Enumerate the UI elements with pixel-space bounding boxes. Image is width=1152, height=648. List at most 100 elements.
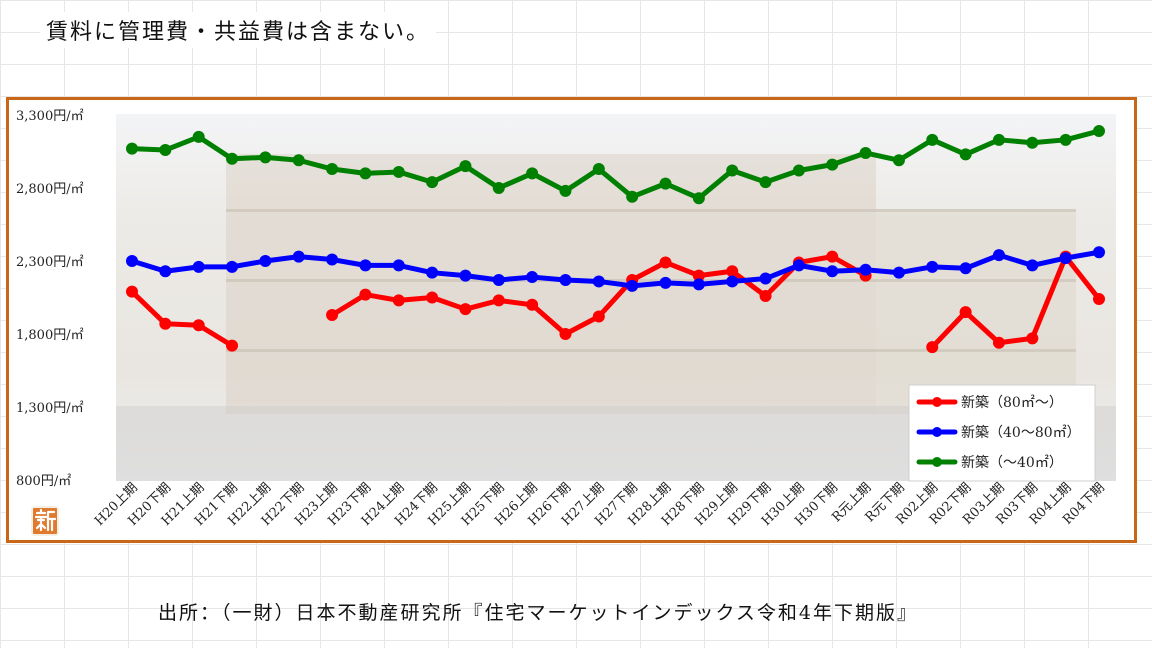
data-point-series-3 [826, 158, 839, 171]
rent-note: 賃料に管理費・共益費は含まない。 [40, 12, 437, 48]
data-point-series-3 [992, 133, 1005, 146]
series-line-1 [129, 289, 235, 349]
data-point-series-1 [1026, 332, 1039, 345]
data-point-series-2 [259, 255, 272, 267]
y-tick-label: 2,800円/㎡ [16, 182, 84, 197]
data-point-series-3 [326, 163, 339, 176]
data-point-series-1 [126, 285, 138, 298]
balcony-line [226, 349, 1076, 352]
data-point-series-2 [226, 260, 239, 273]
y-tick-label: 1,800円/㎡ [16, 328, 84, 343]
data-point-series-3 [459, 160, 472, 173]
data-point-series-1 [826, 250, 839, 263]
data-point-series-3 [726, 164, 739, 177]
data-point-series-1 [459, 303, 472, 316]
data-point-series-2 [892, 266, 905, 279]
data-point-series-3 [292, 154, 305, 167]
data-point-series-1 [1093, 292, 1105, 305]
y-tick-label: 2,300円/㎡ [16, 255, 84, 270]
data-point-series-1 [426, 291, 439, 304]
data-point-series-3 [126, 142, 138, 155]
data-point-series-2 [759, 272, 772, 285]
data-point-series-1 [359, 288, 372, 301]
data-point-series-2 [792, 259, 805, 272]
data-point-series-1 [926, 341, 939, 354]
data-point-series-2 [959, 262, 972, 275]
data-point-series-2 [159, 265, 172, 278]
data-point-series-3 [626, 190, 639, 203]
data-point-series-2 [692, 278, 705, 291]
data-point-series-3 [792, 164, 805, 177]
data-point-series-1 [692, 269, 705, 282]
data-point-series-2 [126, 255, 138, 267]
data-point-series-1 [159, 317, 172, 330]
data-point-series-2 [326, 253, 339, 266]
rent-line-chart: 3,300円/㎡ 2,800円/㎡ 2,300円/㎡ 1,800円/㎡ 1,300円/㎡… [16, 109, 1108, 529]
data-point-series-1 [326, 309, 339, 322]
chart-frame: 3,300円/㎡ 2,800円/㎡ 2,300円/㎡ 1,800円/㎡ 1,300円/㎡… [6, 97, 1137, 543]
y-tick-label: 1,300円/㎡ [16, 401, 84, 416]
data-point-series-1 [226, 339, 239, 352]
legend-label: 新築（40～80㎡） [961, 425, 1081, 441]
data-point-series-2 [626, 279, 639, 292]
data-point-series-3 [559, 184, 572, 197]
data-point-series-2 [492, 273, 505, 286]
data-point-series-3 [859, 146, 872, 159]
data-point-series-1 [559, 328, 572, 340]
data-point-series-2 [592, 275, 605, 288]
data-point-series-3 [1026, 136, 1039, 149]
data-point-series-2 [926, 260, 939, 273]
legend-label: 新築（80㎡～） [961, 395, 1063, 411]
legend-swatch-marker [932, 397, 942, 407]
data-point-series-3 [692, 192, 705, 205]
balcony-line [226, 209, 1076, 212]
data-point-series-3 [592, 163, 605, 176]
y-tick-label: 800円/㎡ [16, 474, 71, 489]
data-point-series-3 [492, 182, 505, 194]
data-point-series-2 [559, 273, 572, 286]
data-point-series-1 [592, 310, 605, 323]
data-point-series-2 [1026, 259, 1039, 272]
data-point-series-3 [892, 154, 905, 167]
data-point-series-1 [726, 265, 739, 278]
shin-kanji-badge-icon [31, 506, 59, 536]
data-point-series-3 [359, 167, 372, 180]
data-point-series-3 [159, 144, 172, 157]
legend-label: 新築（～40㎡） [961, 455, 1063, 471]
source-citation: 出所：（一財）日本不動産研究所『住宅マーケットインデックス令和4年下期版』 [158, 602, 919, 624]
balcony-line [226, 279, 1076, 282]
data-point-series-3 [1093, 125, 1105, 138]
data-point-series-3 [226, 152, 239, 165]
data-point-series-2 [859, 263, 872, 276]
data-point-series-3 [759, 176, 772, 189]
data-point-series-1 [759, 290, 772, 303]
series-line-3 [129, 128, 1102, 201]
data-point-series-1 [526, 298, 539, 311]
data-point-series-1 [659, 256, 672, 269]
data-point-series-2 [192, 260, 205, 273]
data-point-series-2 [426, 266, 439, 279]
data-point-series-1 [392, 294, 405, 307]
data-point-series-1 [959, 306, 972, 319]
data-point-series-2 [659, 276, 672, 289]
y-tick-label: 3,300円/㎡ [16, 109, 84, 124]
legend-swatch-marker [932, 427, 942, 437]
data-point-series-3 [1059, 133, 1072, 146]
legend-swatch-marker [932, 457, 942, 467]
data-point-series-3 [259, 151, 272, 164]
data-point-series-3 [926, 133, 939, 146]
data-point-series-2 [526, 271, 539, 284]
data-point-series-1 [192, 319, 205, 332]
data-point-series-2 [292, 250, 305, 263]
data-point-series-2 [992, 249, 1005, 262]
series-line-2 [129, 249, 1102, 289]
series-line-1 [929, 254, 1102, 350]
data-point-series-3 [192, 130, 205, 143]
data-point-series-1 [492, 294, 505, 307]
data-point-series-3 [392, 165, 405, 178]
data-point-series-3 [426, 176, 439, 189]
data-point-series-2 [459, 269, 472, 282]
data-point-series-2 [359, 259, 372, 272]
data-point-series-1 [992, 336, 1005, 349]
data-point-series-2 [1093, 246, 1105, 259]
